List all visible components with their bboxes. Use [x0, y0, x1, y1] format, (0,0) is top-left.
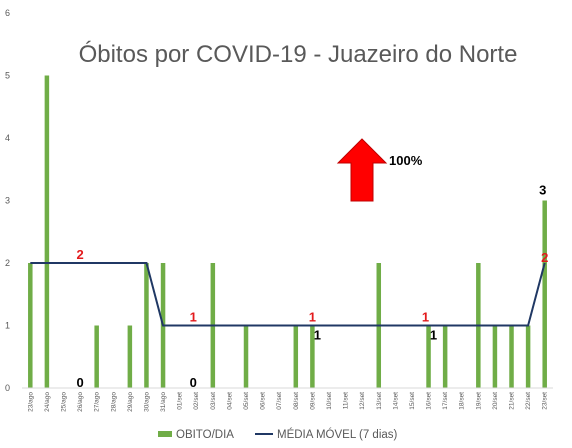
x-tick-label: 28/ago [110, 392, 117, 412]
red-up-arrow-icon [336, 138, 388, 202]
x-tick-label: 23/set [542, 392, 549, 410]
x-tick-label: 29/ago [127, 392, 134, 412]
data-label: 1 [309, 310, 316, 325]
bar [28, 263, 33, 388]
x-tick-label: 23/ago [27, 392, 34, 412]
legend-bar-label: OBITO/DIA [176, 429, 234, 441]
chart-title: Óbitos por COVID-19 - Juazeiro do Norte [79, 41, 518, 68]
x-tick-label: 08/set [293, 392, 300, 410]
y-tick-label: 0 [5, 383, 10, 393]
x-tick-label: 02/set [193, 392, 200, 410]
data-label: 3 [539, 183, 546, 198]
x-tick-label: 13/set [376, 392, 383, 410]
x-tick-label: 26/ago [77, 392, 84, 412]
legend: OBITO/DIA MÉDIA MÓVEL (7 dias) [158, 428, 398, 441]
x-tick-label: 04/set [226, 392, 233, 410]
x-tick-label: 21/set [509, 392, 516, 410]
y-tick-label: 3 [5, 196, 10, 206]
bar [94, 325, 99, 388]
x-tick-label: 22/set [525, 392, 532, 410]
bar [44, 75, 50, 388]
x-tick-label: 06/set [260, 392, 267, 410]
x-tick-label: 09/set [309, 392, 316, 410]
trend-percentage: 100% [389, 153, 423, 168]
bar [243, 325, 249, 388]
bar [426, 325, 431, 388]
y-tick-label: 4 [5, 133, 10, 143]
y-tick-label: 6 [5, 8, 10, 18]
x-tick-label: 18/set [459, 392, 466, 410]
bar [492, 325, 498, 388]
bar [127, 325, 133, 388]
x-tick-label: 05/set [243, 392, 250, 410]
x-tick-label: 25/ago [60, 392, 67, 412]
data-label: 2 [76, 247, 83, 262]
trend-indicator: 100% [336, 138, 423, 202]
x-tick-label: 01/set [177, 392, 184, 410]
legend-bar-swatch [158, 431, 172, 437]
x-tick-label: 16/set [426, 392, 433, 410]
data-label: 1 [314, 328, 321, 343]
data-label: 0 [190, 375, 197, 390]
x-tick-label: 31/ago [160, 392, 167, 412]
data-label: 1 [430, 328, 437, 343]
bar [310, 325, 315, 388]
data-label: 1 [190, 310, 197, 325]
x-tick-label: 20/set [492, 392, 499, 410]
y-tick-label: 5 [5, 71, 10, 81]
bar [525, 325, 531, 388]
data-label: 0 [76, 375, 83, 390]
x-axis: 23/ago 24/ago 25/ago 26/ago 27/ago 28/ago 29/a… [27, 392, 548, 412]
bar [509, 325, 514, 388]
bar-series [28, 75, 547, 388]
bar [293, 325, 299, 388]
moving-average-line [30, 262, 546, 327]
x-tick-label: 15/set [409, 392, 416, 410]
data-label: 2 [541, 250, 548, 265]
x-tick-label: 24/ago [44, 392, 51, 412]
data-label: 1 [422, 310, 429, 325]
x-tick-label: 30/ago [143, 392, 150, 412]
y-axis: 0 1 2 3 4 5 6 [5, 8, 10, 393]
x-tick-label: 17/set [442, 392, 449, 410]
y-tick-label: 1 [5, 321, 10, 331]
x-tick-label: 07/set [276, 392, 283, 410]
bar [442, 325, 448, 388]
legend-line-label: MÉDIA MÓVEL (7 dias) [277, 428, 398, 441]
x-tick-label: 14/set [392, 392, 399, 410]
x-tick-label: 27/ago [94, 392, 101, 412]
y-tick-label: 2 [5, 258, 10, 268]
x-tick-label: 11/set [343, 392, 350, 409]
x-tick-label: 03/set [210, 392, 217, 410]
x-tick-label: 19/set [475, 392, 482, 410]
bar [144, 263, 149, 388]
x-tick-label: 10/set [326, 392, 333, 410]
x-tick-label: 12/set [359, 392, 366, 410]
bar [542, 200, 547, 388]
